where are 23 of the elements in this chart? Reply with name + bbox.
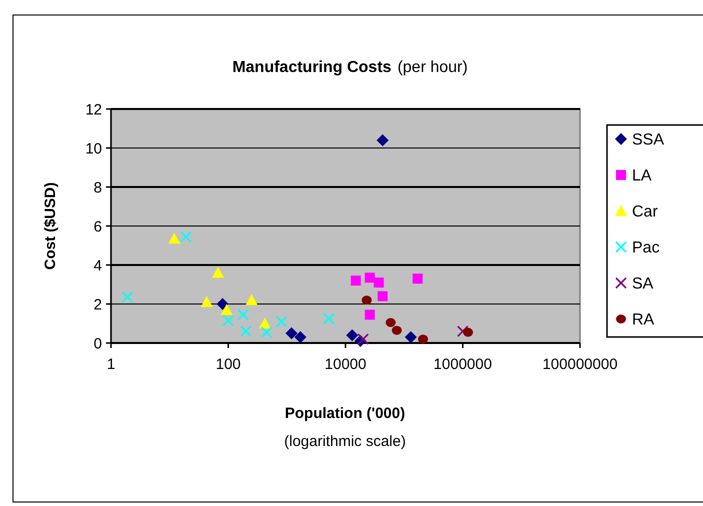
legend-label: SA [632, 276, 654, 293]
y-tick-label: 0 [94, 335, 102, 352]
y-tick-label: 12 [85, 101, 102, 118]
y-tick-label: 2 [94, 296, 102, 314]
chart-title: Manufacturing Costs [232, 59, 392, 76]
x-tick-label: 100000000 [542, 356, 618, 373]
legend-label: Pac [632, 240, 660, 257]
x-axis-title: Population ('000) [284, 405, 406, 422]
legend-label: LA [632, 168, 652, 185]
chart-subtitle: (per hour) [397, 59, 468, 76]
y-tick-label: 4 [94, 257, 102, 274]
x-tick-label: 10000 [324, 356, 366, 373]
legend-label: SSA [632, 132, 664, 149]
y-tick-label: 8 [94, 179, 102, 196]
x-tick-label: 1000000 [434, 356, 492, 373]
legend-label: RA [632, 312, 655, 329]
y-axis-title: Cost ($USD) [42, 182, 59, 270]
x-tick-label: 1 [106, 356, 116, 373]
legend-label: Car [632, 204, 658, 221]
y-tick-label: 10 [85, 140, 102, 158]
x-tick-label: 100 [216, 356, 241, 373]
text: (logarithmic scale) [284, 433, 406, 450]
y-tick-label: 6 [94, 218, 102, 236]
